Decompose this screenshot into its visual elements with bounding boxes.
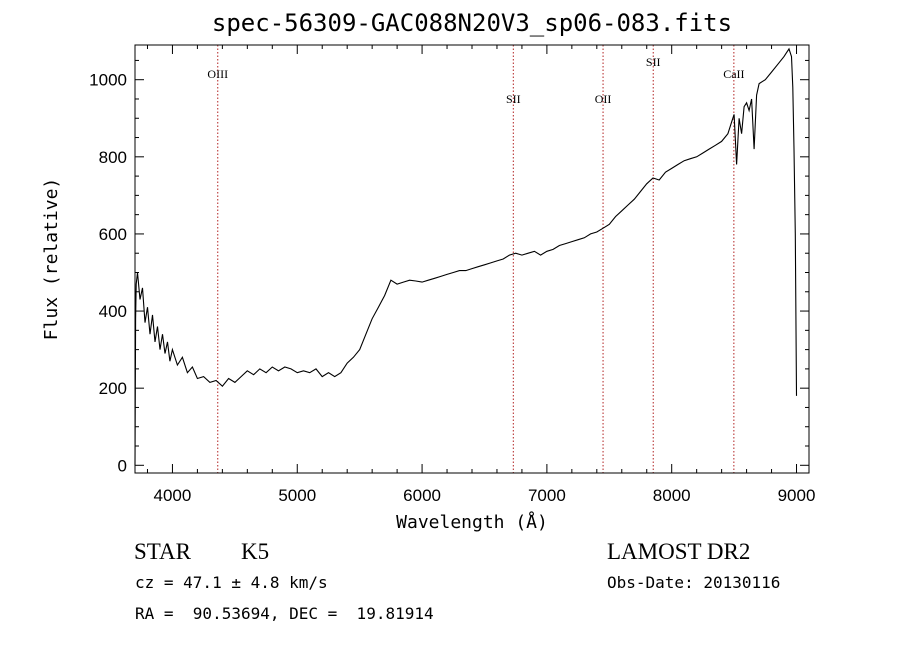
x-tick-label: 8000: [653, 486, 691, 505]
y-axis-label: Flux (relative): [41, 178, 62, 341]
y-axis-ticks: 0 200 400 600 800 1000: [89, 59, 809, 475]
y-tick-label: 600: [99, 225, 127, 244]
y-tick-label: 200: [99, 379, 127, 398]
x-tick-label: 4000: [154, 486, 192, 505]
coordinates-readout: RA = 90.53694, DEC = 19.81914: [135, 604, 434, 623]
plot-frame: [134, 44, 810, 474]
redshift-readout: cz = 47.1 ± 4.8 km/s: [135, 573, 328, 592]
x-axis-label: Wavelength (Å): [396, 511, 548, 533]
y-tick-label: 800: [99, 148, 127, 167]
x-tick-label: 6000: [403, 486, 441, 505]
y-tick-label: 1000: [89, 71, 127, 90]
marker-label: OII: [595, 92, 612, 106]
marker-label: OIII: [207, 67, 228, 81]
marker-label: SII: [506, 92, 521, 106]
observation-date: Obs-Date: 20130116: [607, 573, 781, 592]
emission-line-markers: OIII SII OII SII CaII: [207, 45, 745, 473]
x-tick-label: 7000: [528, 486, 566, 505]
spectrum-line: [134, 47, 798, 466]
object-class: STAR: [134, 539, 191, 564]
marker-label: CaII: [723, 67, 744, 81]
survey-label: LAMOST DR2: [607, 539, 751, 564]
y-tick-label: 0: [118, 456, 127, 475]
chart-title: spec-56309-GAC088N20V3_sp06-083.fits: [212, 9, 732, 37]
marker-label: SII: [646, 55, 661, 69]
x-tick-label: 9000: [778, 486, 816, 505]
object-subclass: K5: [241, 539, 270, 564]
y-tick-label: 400: [99, 302, 127, 321]
x-axis-ticks: 4000 5000 6000 7000 8000 9000: [146, 45, 816, 505]
x-tick-label: 5000: [278, 486, 316, 505]
